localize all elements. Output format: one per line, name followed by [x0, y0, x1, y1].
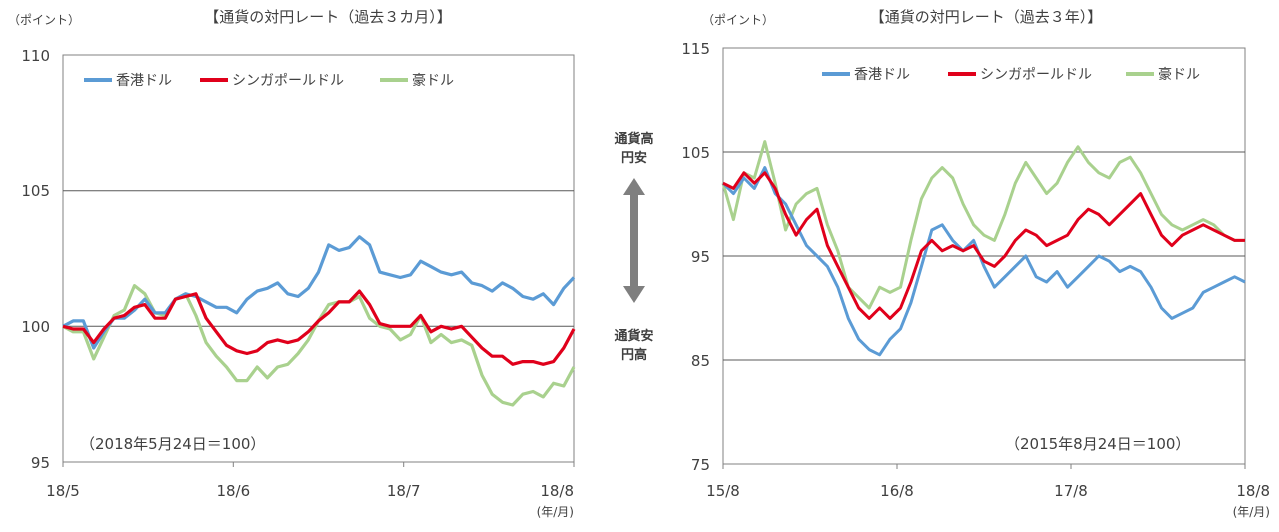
x-tick-label: 18/8 [1236, 482, 1270, 500]
legend: 香港ドル シンガポールドル 豪ドル [822, 67, 1200, 83]
series-line-sgd [722, 171, 1245, 320]
x-axis-unit: (年/月) [537, 505, 574, 519]
up-label-currency: 通貨高 [614, 131, 653, 147]
base-date-note: （2018年5月24日＝100） [80, 435, 265, 453]
y-tick-label: 115 [681, 40, 710, 58]
x-tick-label: 18/6 [216, 482, 250, 500]
legend-label-aud: 豪ドル [1158, 67, 1200, 83]
y-tick-label: 95 [691, 248, 710, 266]
double-arrow-icon [623, 178, 645, 303]
series-line-aud [721, 140, 1245, 310]
legend-label-sgd: シンガポールドル [980, 67, 1092, 83]
x-axis-unit: (年/月) [1233, 505, 1270, 519]
x-tick-label: 15/8 [706, 482, 740, 500]
series-lines [721, 140, 1246, 357]
plot-area [62, 54, 575, 463]
x-tick-label: 17/8 [1054, 482, 1088, 500]
legend-label-hkd: 香港ドル [854, 67, 910, 83]
chart-title: 【通貨の対円レート（過去３年）】 [870, 8, 1103, 26]
legend: 香港ドル シンガポールドル 豪ドル [84, 73, 454, 89]
y-tick-label: 100 [21, 318, 50, 336]
direction-indicator: 通貨高 円安 通貨安 円高 [614, 131, 653, 363]
series-lines [62, 235, 576, 407]
chart-title: 【通貨の対円レート（過去３カ月）】 [204, 8, 452, 26]
y-tick-label: 105 [681, 144, 710, 162]
y-tick-label: 95 [31, 454, 50, 472]
y-axis-unit: （ポイント） [8, 13, 80, 27]
y-tick-label: 110 [21, 47, 50, 65]
legend-label-sgd: シンガポールドル [232, 73, 344, 89]
up-label-yen: 円安 [621, 150, 647, 166]
chart-3-months: 【通貨の対円レート（過去３カ月）】 （ポイント） 110 105 100 95 … [8, 8, 576, 519]
x-tick-label: 18/5 [46, 482, 80, 500]
y-axis-unit: （ポイント） [702, 13, 774, 27]
x-tick-label: 18/7 [387, 482, 421, 500]
x-tick-label: 18/8 [540, 482, 574, 500]
x-tick-label: 16/8 [880, 482, 914, 500]
series-line-hkd [62, 235, 576, 350]
y-tick-label: 85 [691, 352, 710, 370]
down-label-currency: 通貨安 [614, 328, 653, 344]
legend-label-hkd: 香港ドル [116, 73, 172, 89]
y-tick-label: 75 [691, 456, 710, 474]
series-line-hkd [721, 166, 1246, 357]
series-line-sgd [62, 289, 576, 366]
legend-label-aud: 豪ドル [412, 73, 454, 89]
chart-3-years: 【通貨の対円レート（過去３年）】 （ポイント） 115 105 95 85 75… [681, 8, 1270, 519]
down-label-yen: 円高 [621, 347, 647, 363]
y-tick-label: 105 [21, 182, 50, 200]
base-date-note: （2015年8月24日＝100） [1005, 435, 1190, 453]
